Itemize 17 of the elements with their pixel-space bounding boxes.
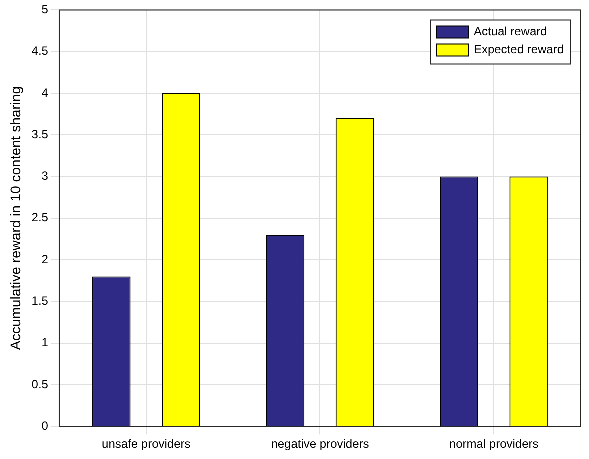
legend-label: Actual reward: [474, 24, 548, 39]
y-tick-label: 0.5: [32, 377, 49, 392]
y-tick-label: 5: [42, 2, 49, 17]
y-tick-label: 3: [42, 169, 49, 184]
y-tick-label: 2.5: [32, 210, 49, 225]
x-tick-label: negative providers: [271, 437, 370, 452]
y-tick-label: 2: [42, 252, 49, 266]
y-tick-label: 0: [42, 418, 49, 433]
y-tick-label: 1: [42, 336, 49, 350]
x-tick-label: normal providers: [449, 437, 539, 452]
x-tick-label: unsafe providers: [102, 437, 191, 452]
y-axis-title: Accumulative reward in 10 content sharing: [7, 86, 24, 350]
y-tick-label: 4.5: [32, 44, 49, 58]
y-tick-label: 1.5: [32, 294, 49, 308]
legend-label: Expected reward: [474, 42, 564, 57]
y-tick-label: 4: [42, 86, 49, 100]
y-tick-label: 3.5: [32, 127, 49, 142]
